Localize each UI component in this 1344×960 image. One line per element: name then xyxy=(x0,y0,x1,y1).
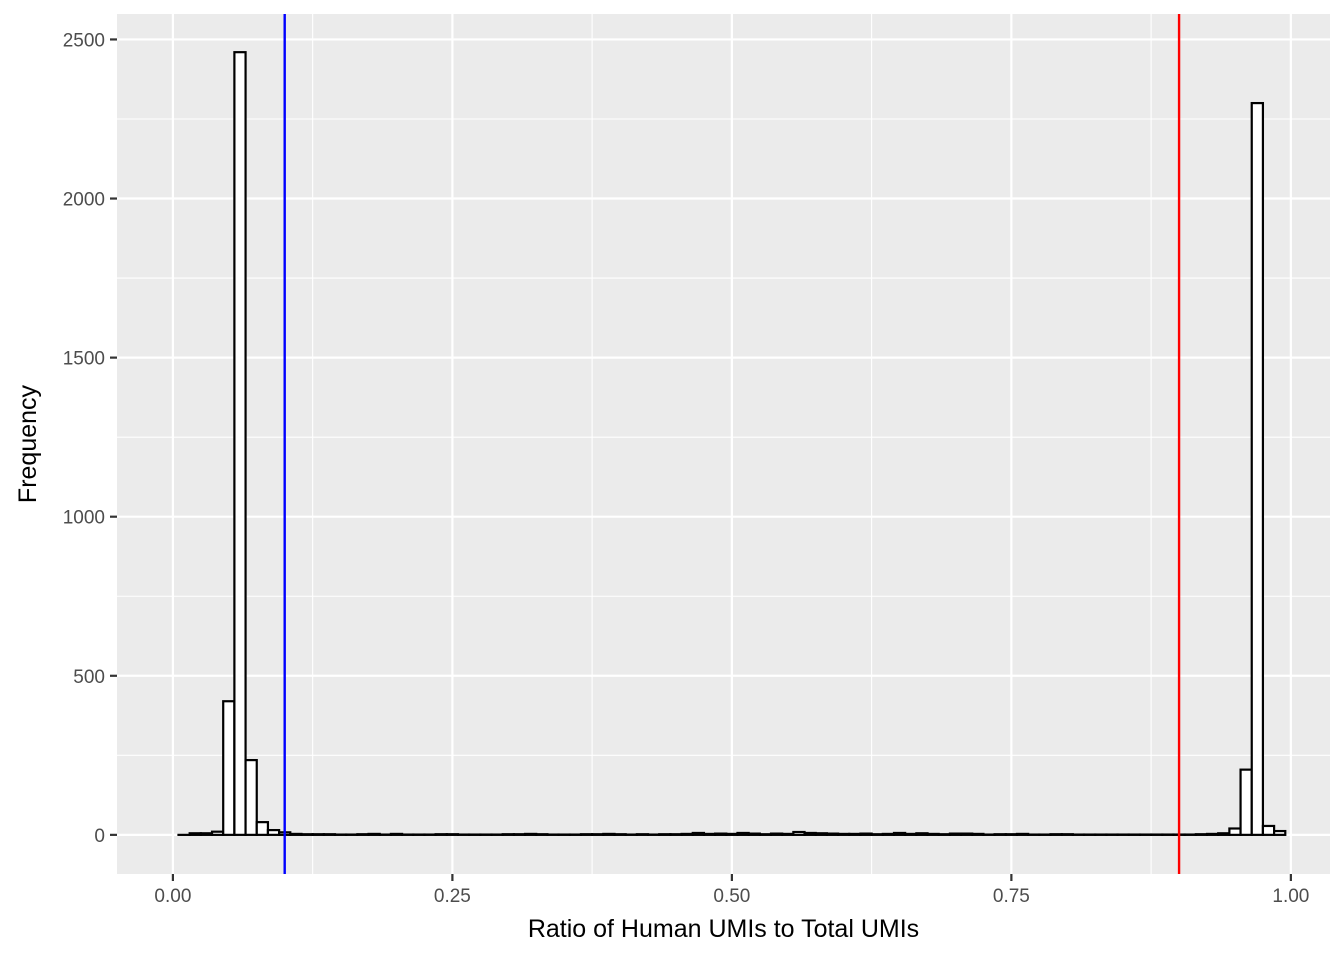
y-tick-label: 1000 xyxy=(63,508,105,529)
y-axis-title: Frequency xyxy=(14,384,42,503)
histogram-bar xyxy=(579,833,594,836)
histogram-bar xyxy=(1228,827,1242,836)
histogram-bar xyxy=(792,830,806,836)
x-axis: 0.00 0.25 0.50 0.75 1.00 xyxy=(154,874,1309,907)
histogram-bar xyxy=(1273,829,1287,836)
histogram-bar xyxy=(523,832,538,836)
histogram-bar xyxy=(959,832,974,836)
threshold-lines xyxy=(283,14,1181,874)
y-tick-label: 2500 xyxy=(63,30,105,51)
histogram-bar xyxy=(244,758,258,836)
histogram-bar xyxy=(1060,833,1074,836)
major-gridlines xyxy=(117,14,1330,874)
histogram-bar xyxy=(199,832,214,836)
histogram-bar xyxy=(769,832,784,836)
histogram-bars xyxy=(177,51,1287,836)
histogram-bar xyxy=(233,51,247,836)
histogram-bar xyxy=(635,833,650,836)
histogram-bar xyxy=(870,833,884,836)
histogram-bar xyxy=(836,832,851,836)
y-tick-label: 1500 xyxy=(63,349,105,370)
histogram-bar xyxy=(803,831,817,836)
histogram-bar xyxy=(691,831,706,836)
histogram-bar xyxy=(680,832,694,836)
histogram-bar xyxy=(781,832,795,836)
histogram-bar xyxy=(289,832,303,836)
histogram-bar xyxy=(848,832,862,836)
histogram-bar xyxy=(948,832,963,836)
y-axis: 0 500 1000 1500 2000 2500 xyxy=(63,30,117,847)
histogram-bar xyxy=(747,832,761,836)
histogram-bar xyxy=(1239,768,1253,836)
histogram-bar xyxy=(904,832,918,836)
plot-panel xyxy=(117,14,1330,874)
histogram-bar xyxy=(993,833,1007,836)
histogram-bar xyxy=(881,832,896,836)
histogram-bar xyxy=(210,830,225,836)
histogram-bar xyxy=(356,833,370,836)
histogram-bar xyxy=(389,832,404,836)
histogram-bar xyxy=(445,833,460,836)
histogram-bar xyxy=(1217,832,1231,836)
histogram-bar xyxy=(825,832,840,836)
histogram-bar xyxy=(669,833,683,836)
histogram-bar xyxy=(266,828,281,836)
histogram-bar xyxy=(892,831,907,836)
histogram-bar xyxy=(322,833,337,836)
histogram-bar xyxy=(613,833,627,836)
histogram-bar xyxy=(591,833,605,836)
histogram-bar xyxy=(1015,832,1030,836)
histogram-bar xyxy=(758,833,773,836)
x-tick-label: 0.25 xyxy=(434,886,471,907)
histogram-bar xyxy=(501,833,515,836)
x-tick-label: 0.50 xyxy=(713,886,750,907)
histogram-bar xyxy=(725,832,739,836)
histogram-bar xyxy=(714,832,728,836)
histogram-bar xyxy=(859,832,873,836)
minor-gridlines xyxy=(117,14,1330,874)
histogram-bar xyxy=(602,832,616,836)
histogram-bar xyxy=(926,832,940,836)
histogram-bar xyxy=(971,832,985,836)
y-tick-label: 2000 xyxy=(63,190,105,211)
y-tick-label: 500 xyxy=(73,667,105,688)
histogram-bar xyxy=(937,833,951,836)
histogram-bar xyxy=(915,832,929,836)
histogram-bar xyxy=(702,832,717,836)
histogram-bar xyxy=(512,833,527,836)
histogram-bar xyxy=(311,833,325,836)
histogram-bar xyxy=(255,821,270,836)
histogram-bar xyxy=(658,833,672,836)
x-tick-label: 0.75 xyxy=(993,886,1030,907)
histogram-bar xyxy=(1194,833,1209,836)
x-tick-label: 1.00 xyxy=(1272,886,1309,907)
histogram-bar xyxy=(367,832,381,836)
y-tick-label: 0 xyxy=(94,826,105,847)
histogram-bar xyxy=(1205,832,1220,836)
histogram-bar xyxy=(188,832,202,836)
histogram-bar xyxy=(814,832,829,836)
histogram-bar xyxy=(1261,824,1276,836)
histogram-bar xyxy=(222,700,236,836)
x-tick-label: 0.00 xyxy=(154,886,191,907)
histogram-bar xyxy=(300,833,314,836)
histogram-bar xyxy=(736,831,750,836)
histogram-bar xyxy=(1004,833,1019,836)
x-axis-title: Ratio of Human UMIs to Total UMIs xyxy=(528,915,919,943)
histogram-bar xyxy=(1049,833,1063,836)
histogram-bar xyxy=(434,833,448,836)
histogram-bar xyxy=(535,833,549,836)
histogram-bar xyxy=(1250,101,1265,836)
